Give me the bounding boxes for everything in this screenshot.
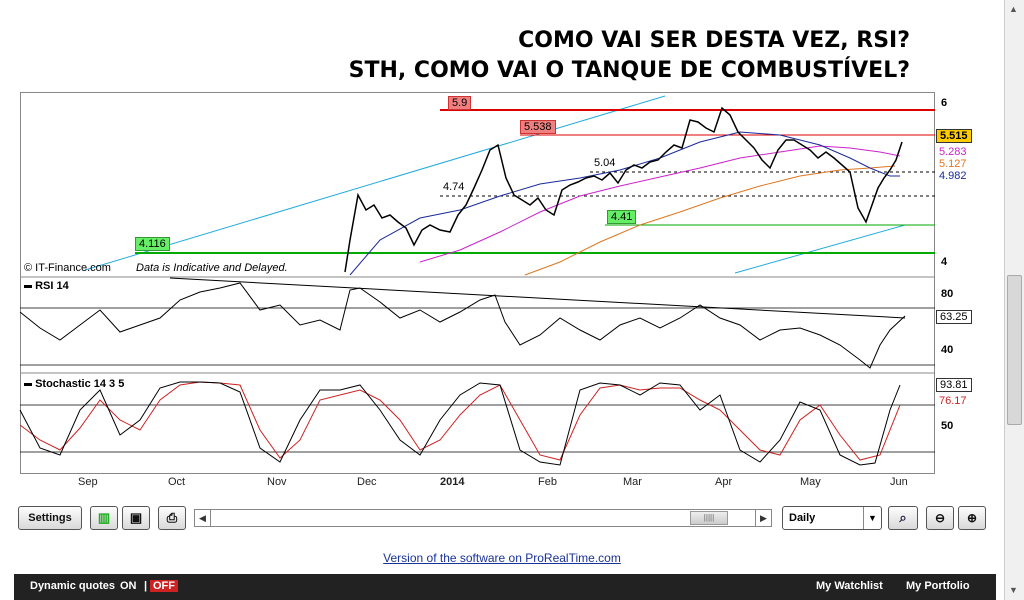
period-select[interactable]: Daily ▼ [782, 506, 882, 530]
chart-svg [19, 95, 935, 466]
chart-type-button[interactable]: ▥ [90, 506, 118, 530]
level-label-5538: 5.538 [520, 120, 556, 134]
page-scrollbar-thumb[interactable] [1007, 275, 1022, 425]
stoch-title-text: Stochastic 14 3 5 [35, 378, 125, 390]
zoom-in-button[interactable]: ⊕ [958, 506, 986, 530]
level-label-59: 5.9 [448, 96, 472, 110]
stoch-d-tag: 76.17 [939, 395, 967, 407]
dynamic-quotes-off[interactable]: OFF [150, 580, 178, 592]
my-portfolio-link[interactable]: My Portfolio [906, 580, 970, 592]
channel-lower-line [734, 224, 906, 274]
zoom-out-button[interactable]: ⊖ [926, 506, 954, 530]
rsi-title-text: RSI 14 [35, 280, 69, 292]
rsi-title: RSI 14 [24, 280, 69, 292]
month-label: Mar [623, 476, 642, 488]
copyright-text: © IT-Finance.com [24, 262, 111, 274]
price-ma1-tag: 5.283 [939, 146, 967, 158]
month-label: Dec [357, 476, 377, 488]
rsi-tick-low: 40 [941, 344, 954, 356]
floppy-disk-icon: ▣ [129, 510, 143, 525]
stoch-k-series [19, 381, 901, 466]
rsi-value-tag: 63.25 [936, 310, 972, 324]
price-axis-bottom: 4 [941, 256, 948, 268]
month-label: Sep [78, 476, 98, 488]
zoom-fit-icon: ⌕ [899, 510, 907, 525]
timeline-scrollbar[interactable]: ◀ ||||| ▶ [194, 509, 772, 527]
level-label-441: 4.41 [607, 210, 637, 224]
headline: COMO VAI SER DESTA VEZ, RSI? STH, COMO V… [0, 0, 1000, 92]
bottom-bar: Dynamic quotes ON | OFF My Watchlist My … [14, 574, 996, 600]
month-label: Nov [267, 476, 287, 488]
rsi-series [19, 282, 906, 369]
ma-orange-line [524, 165, 896, 276]
my-watchlist-link[interactable]: My Watchlist [816, 580, 883, 592]
save-button[interactable]: ▣ [122, 506, 150, 530]
dynamic-quotes-label: Dynamic quotes [30, 580, 115, 592]
level-label-504: 5.04 [594, 157, 616, 169]
scroll-up-icon[interactable]: ▲ [1009, 4, 1018, 14]
candlestick-icon: ▥ [97, 510, 111, 525]
settings-button[interactable]: Settings [18, 506, 82, 530]
zoom-in-icon: ⊕ [966, 511, 978, 525]
period-select-value: Daily [789, 512, 816, 524]
month-label: Apr [715, 476, 733, 488]
headline-line-1: COMO VAI SER DESTA VEZ, RSI? [518, 28, 910, 53]
month-label: Jun [890, 476, 908, 488]
printer-icon: ⎙ [166, 510, 178, 525]
rsi-trendline [169, 277, 906, 319]
month-label: 2014 [440, 476, 465, 488]
scroll-left-icon[interactable]: ◀ [195, 510, 211, 526]
print-button[interactable]: ⎙ [158, 506, 186, 530]
toolbar: Settings ▥ ▣ ⎙ ◀ ||||| ▶ Daily ▼ ⌕ ⊖ ⊕ [18, 506, 994, 532]
stoch-legend-swatch [24, 382, 32, 386]
channel-upper-line [84, 95, 666, 271]
chart-frame[interactable] [20, 92, 935, 474]
stoch-k-tag: 93.81 [936, 378, 972, 392]
disclaimer-text: Data is Indicative and Delayed. [136, 262, 288, 274]
stoch-signal-series [19, 381, 901, 461]
headline-line-2: STH, COMO VAI O TANQUE DE COMBUSTÍVEL? [348, 58, 910, 83]
level-label-4116: 4.116 [135, 237, 170, 251]
rsi-legend-swatch [24, 284, 32, 288]
month-label: Oct [168, 476, 186, 488]
version-link[interactable]: Version of the software on ProRealTime.c… [383, 551, 621, 565]
page-scrollbar[interactable]: ▲ ▼ [1004, 0, 1024, 600]
ma-magenta-line [419, 145, 901, 263]
level-label-474: 4.74 [443, 181, 465, 193]
rsi-tick-high: 80 [941, 288, 954, 300]
month-label: Feb [538, 476, 557, 488]
zoom-out-icon: ⊖ [934, 511, 946, 525]
stoch-title: Stochastic 14 3 5 [24, 378, 124, 390]
price-ma3-tag: 4.982 [939, 170, 967, 182]
zoom-fit-button[interactable]: ⌕ [888, 506, 918, 530]
scroll-down-icon[interactable]: ▼ [1009, 585, 1018, 595]
price-ma2-tag: 5.127 [939, 158, 967, 170]
month-label: May [800, 476, 821, 488]
month-axis: Sep Oct Nov Dec 2014 Feb Mar Apr May Jun [20, 476, 935, 492]
price-last-tag: 5.515 [936, 129, 972, 143]
chevron-down-icon[interactable]: ▼ [863, 507, 881, 529]
dynamic-quotes-on[interactable]: ON [120, 580, 137, 592]
separator-text: | [144, 580, 148, 592]
scrollbar-thumb[interactable]: ||||| [690, 511, 728, 525]
price-series [344, 106, 903, 273]
price-axis-top: 6 [941, 97, 948, 109]
scroll-right-icon[interactable]: ▶ [755, 510, 771, 526]
stoch-tick-mid: 50 [941, 420, 954, 432]
